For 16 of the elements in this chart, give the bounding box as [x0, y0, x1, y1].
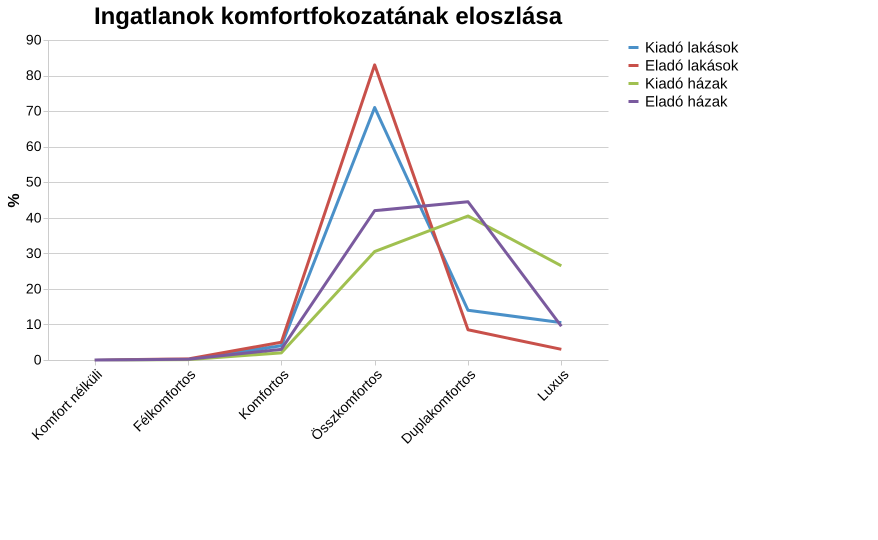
y-tick-label: 80: [26, 67, 42, 84]
y-tick-label: 40: [26, 209, 42, 226]
y-axis-title: %: [6, 193, 23, 208]
y-tick-label: 60: [26, 138, 42, 154]
legend-label: Kiadó házak: [645, 76, 728, 92]
y-tick-label: 20: [26, 280, 42, 296]
legend-label: Eladó házak: [645, 94, 728, 110]
y-tick-label: 50: [26, 174, 42, 190]
legend-label: Eladó lakások: [645, 58, 739, 74]
legend-label: Kiadó lakások: [645, 40, 739, 56]
chart-title: Ingatlanok komfortfokozatának eloszlása: [94, 3, 563, 30]
y-tick-label: 70: [26, 102, 42, 119]
y-tick-label: 30: [26, 244, 42, 261]
y-tick-label: 10: [26, 316, 42, 332]
y-tick-label: 0: [34, 352, 42, 368]
y-tick-label: 90: [26, 32, 42, 48]
